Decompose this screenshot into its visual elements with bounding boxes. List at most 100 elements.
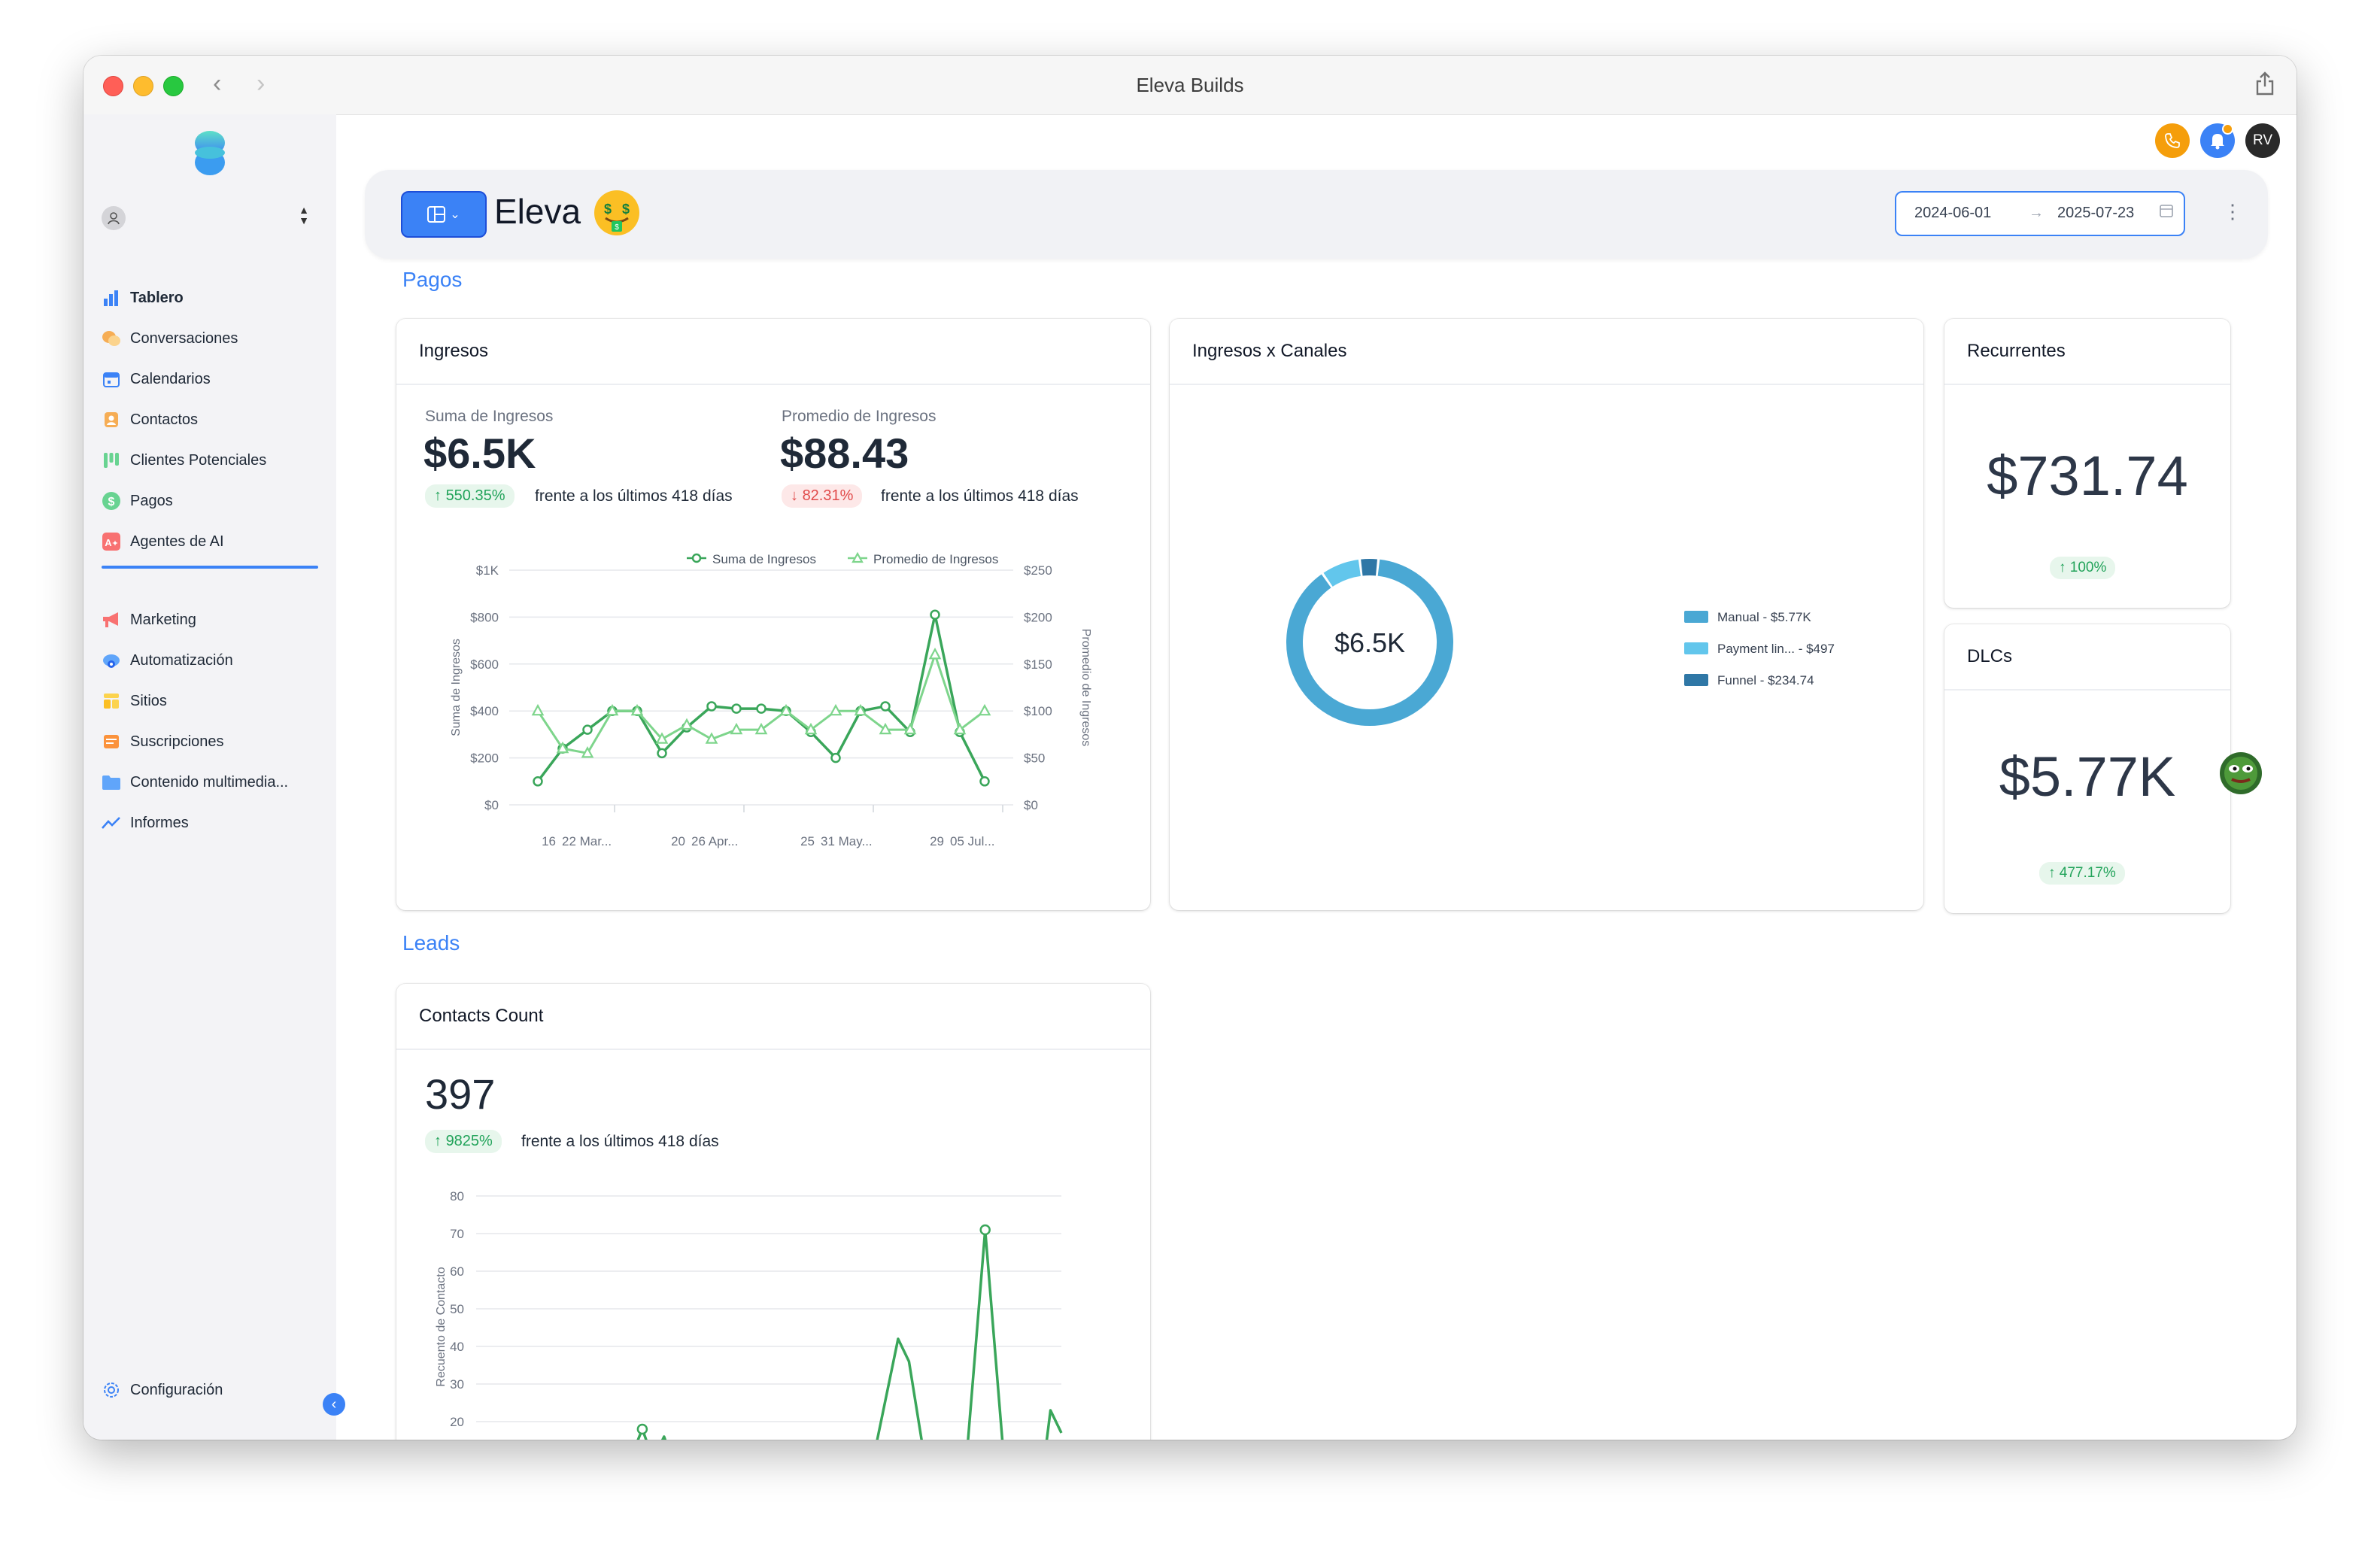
sidebar-item-contenido-multimedia[interactable]: Contenido multimedia...	[102, 766, 288, 799]
money-mouth-emoji-icon: $ $ $	[592, 188, 642, 241]
legend-marker	[852, 551, 864, 563]
y2-tick-label: $200	[1024, 610, 1052, 624]
automation-cloud-icon	[102, 651, 121, 670]
sidebar-item-label: Tablero	[130, 289, 184, 306]
sidebar-item-label: Automatización	[130, 651, 233, 669]
sidebar-item-pagos[interactable]: $ Pagos	[102, 484, 173, 518]
sidebar-item-marketing[interactable]: Marketing	[102, 603, 196, 636]
location-switcher[interactable]: ▲ ▼	[102, 203, 309, 233]
donut-slice	[1361, 559, 1377, 576]
data-point-promedio	[779, 703, 793, 716]
x-tick-day: 29	[930, 834, 944, 848]
data-point-promedio	[978, 703, 991, 716]
frog-sticker-icon	[2218, 751, 2263, 800]
data-point-suma	[979, 776, 990, 787]
recurrentes-card: Recurrentes $731.74 ↑ 100%	[1944, 319, 2230, 608]
sum-change-value: 550.35%	[445, 487, 505, 504]
card-title: DLCs	[1944, 624, 2230, 691]
date-range-picker[interactable]: 2024-06-01 → 2025-07-23	[1895, 191, 2185, 236]
x-tick-day: 20	[671, 834, 685, 848]
contacts-value: 397	[425, 1070, 496, 1118]
donut-center-label: $6.5K	[1334, 627, 1405, 658]
sites-icon	[102, 691, 121, 711]
contacts-line-chart: 20 30 40 50 60 70 80 Recuento de Contacto	[435, 1189, 1063, 1440]
sidebar: ▲ ▼ Tablero Conversaciones Calendarios Co…	[83, 114, 345, 1440]
dashboard-switcher-button[interactable]: ⌄	[401, 191, 487, 238]
layout-icon	[427, 206, 446, 223]
dlcs-card: DLCs $5.77K ↑ 477.17%	[1944, 624, 2230, 913]
section-title-pagos: Pagos	[402, 268, 463, 291]
svg-text:$: $	[622, 202, 630, 217]
contacts-comparison: frente a los últimos 418 días	[521, 1133, 719, 1150]
sidebar-item-label: Marketing	[130, 611, 196, 628]
data-point-promedio	[655, 732, 669, 744]
legend-label: Payment lin... - $497	[1717, 642, 1835, 656]
forward-arrow-icon[interactable]: ›	[257, 69, 266, 98]
data-point-suma	[756, 703, 767, 714]
sidebar-item-configuracion[interactable]: Configuración	[102, 1373, 223, 1407]
trend-icon	[102, 813, 121, 833]
more-options-icon[interactable]: ⋮	[2223, 200, 2242, 223]
data-point-promedio	[903, 722, 917, 735]
y-tick-label: 60	[450, 1264, 464, 1279]
sidebar-item-agentes-ai[interactable]: A ✦ Agentes de AI	[102, 525, 224, 558]
y-tick-label: 30	[450, 1377, 464, 1392]
x-tick-day: 16	[542, 834, 556, 848]
data-point-promedio	[705, 732, 718, 744]
sidebar-item-clientes-potenciales[interactable]: Clientes Potenciales	[102, 444, 266, 477]
contacts-change-badge: ↑ 9825%	[425, 1130, 502, 1153]
y2-axis-title: Promedio de Ingresos	[1079, 629, 1092, 747]
sidebar-item-contactos[interactable]: Contactos	[102, 403, 198, 436]
collapse-sidebar-button[interactable]: ‹	[323, 1393, 345, 1416]
sidebar-item-label: Pagos	[130, 492, 173, 509]
data-point-suma	[880, 701, 891, 712]
data-point-promedio	[581, 746, 594, 758]
sidebar-item-tablero[interactable]: Tablero	[102, 281, 184, 314]
data-point-suma	[706, 701, 717, 712]
back-arrow-icon[interactable]: ‹	[213, 69, 222, 98]
user-avatar[interactable]: RV	[2245, 123, 2280, 158]
minimize-window-button[interactable]	[133, 76, 153, 96]
data-point-promedio	[680, 718, 694, 730]
close-window-button[interactable]	[103, 76, 123, 96]
avg-label: Promedio de Ingresos	[782, 408, 937, 425]
arrow-right-icon: →	[2029, 205, 2044, 221]
card-title: Ingresos x Canales	[1170, 319, 1923, 385]
data-point	[636, 1423, 648, 1435]
app-window: ‹ › Eleva Builds ▲ ▼ Tablero	[83, 56, 2297, 1440]
sidebar-item-label: Calendarios	[130, 370, 211, 387]
sidebar-item-sitios[interactable]: Sitios	[102, 684, 167, 718]
switcher-chevron-icon: ▲ ▼	[299, 204, 309, 226]
share-icon[interactable]	[2254, 71, 2275, 100]
sidebar-item-suscripciones[interactable]: Suscripciones	[102, 725, 224, 758]
legend-swatch	[1684, 611, 1708, 623]
y2-tick-label: $150	[1024, 657, 1052, 672]
notifications-button[interactable]	[2200, 123, 2235, 158]
window-title: Eleva Builds	[1136, 74, 1244, 96]
y-tick-label: $0	[484, 798, 499, 812]
sidebar-item-calendarios[interactable]: Calendarios	[102, 363, 211, 396]
sidebar-item-label: Agentes de AI	[130, 533, 224, 550]
sidebar-item-label: Informes	[130, 814, 189, 831]
dlcs-value: $5.77K	[1999, 745, 2176, 808]
sidebar-item-label: Configuración	[130, 1381, 223, 1398]
sidebar-item-conversaciones[interactable]: Conversaciones	[102, 322, 238, 355]
dashboard-title: Eleva	[494, 192, 581, 231]
series-line-suma	[536, 614, 986, 782]
sidebar-item-informes[interactable]: Informes	[102, 806, 189, 839]
zoom-window-button[interactable]	[163, 76, 184, 96]
phone-button[interactable]	[2155, 123, 2190, 158]
svg-text:A: A	[105, 537, 112, 548]
data-point-promedio	[854, 703, 867, 716]
data-point-promedio	[953, 722, 967, 735]
ingresos-canales-card: Ingresos x Canales $6.5K Manual - $5.77K P…	[1170, 319, 1923, 910]
avg-change-badge: ↓ 82.31%	[782, 484, 863, 508]
app-logo	[193, 129, 226, 183]
dlcs-change-value: 477.17%	[2059, 865, 2116, 881]
sidebar-item-label: Contenido multimedia...	[130, 773, 289, 791]
sidebar-item-automatizacion[interactable]: Automatización	[102, 644, 233, 677]
notification-badge	[2222, 123, 2233, 135]
svg-text:$: $	[615, 223, 619, 232]
data-point-promedio	[556, 741, 569, 754]
contacts-count-card: Contacts Count 397 ↑ 9825% frente a los …	[396, 984, 1150, 1440]
